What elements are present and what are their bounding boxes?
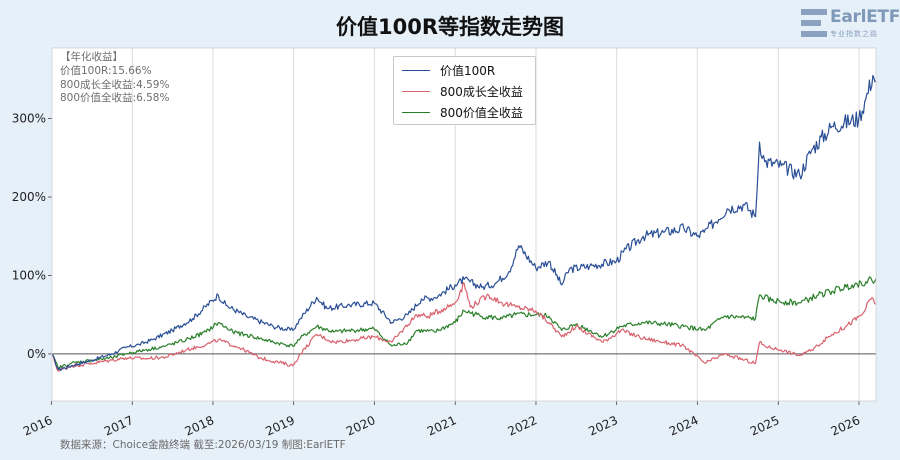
- legend: 价值100R 800成长全收益 800价值全收益: [393, 56, 536, 125]
- series-line-value800: [51, 276, 877, 370]
- y-tick-label-100: 100%: [12, 268, 46, 282]
- source-note: 数据来源：Choice金融终端 截至:2026/03/19 制图:EarlETF: [60, 439, 346, 451]
- series-line-growth800: [51, 281, 877, 372]
- grid-lines: [131, 48, 860, 401]
- x-tick-label-2025: 2025: [748, 413, 782, 439]
- x-tick-label-2018: 2018: [183, 413, 217, 439]
- legend-label-value100r: 价值100R: [440, 63, 496, 78]
- stats-line-value100r: 价值100R:15.66%: [60, 64, 152, 77]
- y-axis: 0% 100% 200% 300%: [12, 112, 52, 361]
- series-line-value100r: [51, 74, 877, 371]
- stats-line-value800: 800价值全收益:6.58%: [60, 92, 170, 105]
- x-tick-label-2017: 2017: [102, 413, 136, 439]
- logo-text: EarlETF: [830, 7, 900, 27]
- x-tick-label-2016: 2016: [21, 413, 55, 439]
- x-tick-label-2026: 2026: [829, 413, 863, 439]
- x-tick-label-2020: 2020: [344, 413, 378, 439]
- legend-item-value100r: 价值100R: [402, 61, 495, 79]
- annualized-return-box: 【年化收益】 价值100R:15.66% 800成长全收益:4.59% 800价…: [60, 51, 169, 106]
- legend-label-growth800: 800成长全收益: [440, 84, 523, 99]
- x-tick-label-2022: 2022: [506, 413, 540, 439]
- x-tick-label-2019: 2019: [263, 413, 297, 439]
- y-tick-label-300: 300%: [12, 112, 46, 126]
- y-tick-label-0: 0%: [27, 347, 46, 361]
- stats-line-growth800: 800成长全收益:4.59%: [60, 78, 170, 91]
- x-tick-label-2023: 2023: [586, 413, 620, 439]
- earletf-logo: EarlETF 专业指数之路: [800, 6, 900, 44]
- plot-border: [51, 47, 877, 402]
- legend-item-value800: 800价值全收益: [402, 103, 523, 121]
- series-group: [51, 74, 877, 372]
- logo-mark-icon: [801, 9, 827, 37]
- legend-swatch-value800: [402, 111, 430, 113]
- legend-swatch-value100r: [402, 69, 430, 71]
- legend-item-growth800: 800成长全收益: [402, 82, 523, 100]
- x-axis: 2016 2017 2018 2019 2020 2021 2022 2023 2024 2025…: [21, 401, 862, 439]
- legend-label-value800: 800价值全收益: [440, 105, 523, 120]
- legend-swatch-growth800: [402, 90, 430, 92]
- x-tick-label-2021: 2021: [425, 413, 459, 439]
- logo-subtitle: 专业指数之路: [830, 30, 878, 38]
- y-tick-label-200: 200%: [12, 190, 46, 204]
- chart-title: 价值100R等指数走势图: [335, 15, 564, 39]
- stats-header: 【年化收益】: [60, 51, 123, 63]
- x-tick-label-2024: 2024: [667, 413, 701, 439]
